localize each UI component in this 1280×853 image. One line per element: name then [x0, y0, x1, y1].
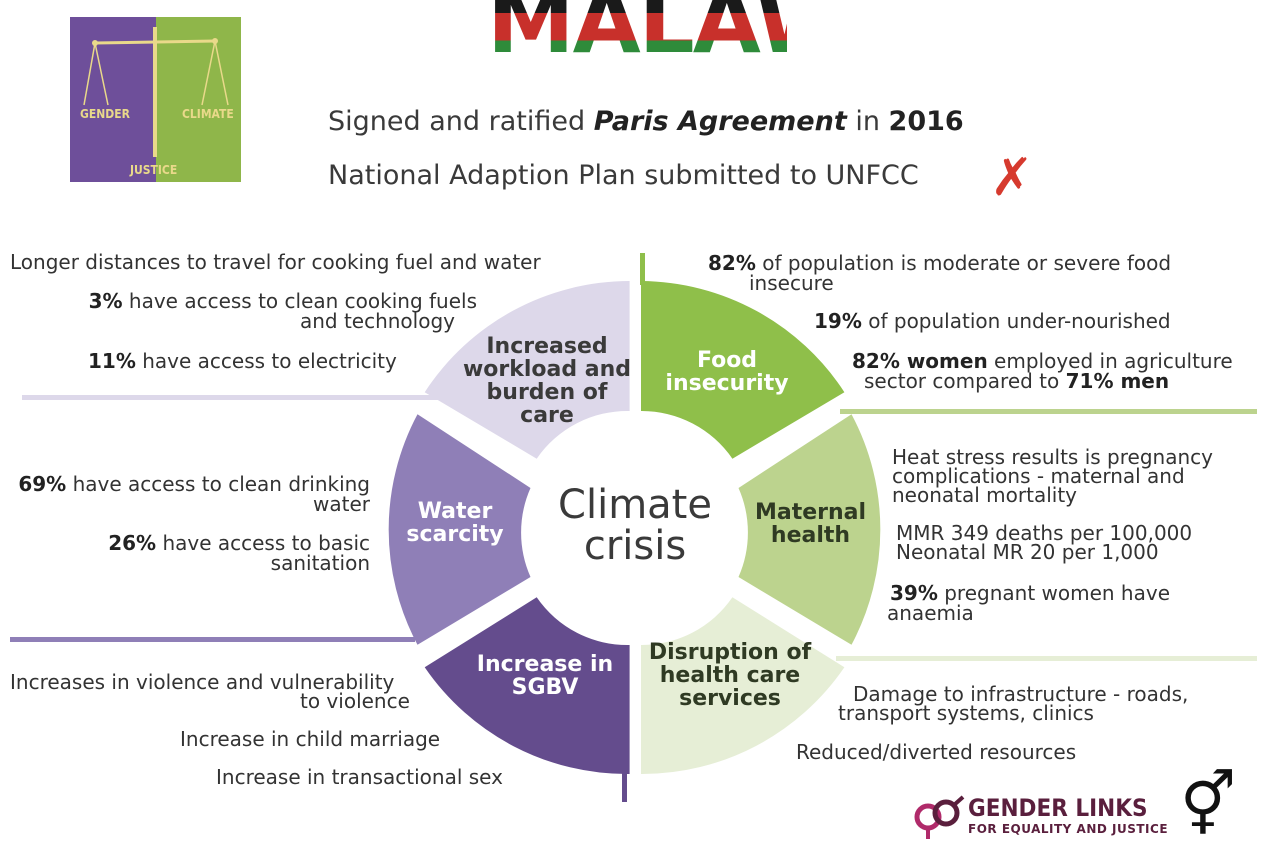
- sgbv-fact-2: Increase in child marriage: [180, 727, 441, 751]
- adaptation-plan-line: National Adaption Plan submitted to UNFC…: [328, 160, 919, 191]
- fact-text-cont: sanitation: [270, 551, 370, 575]
- paris-agreement-emphasis: Paris Agreement: [593, 106, 847, 137]
- agreement-year: 2016: [888, 106, 964, 137]
- gender-links-symbol-icon: [914, 795, 965, 839]
- fact-text: Increases in violence and vulnerability: [10, 670, 395, 694]
- divider-bottom: [622, 768, 627, 802]
- headline-text-mid: in: [846, 106, 889, 137]
- gender-climate-justice-logo: GENDER CLIMATE JUSTICE: [70, 17, 241, 182]
- fact-text: have access to clean cooking fuels: [122, 289, 477, 313]
- fact-text: Damage to infrastructure - roads,: [853, 682, 1189, 706]
- segment-label-food: Food insecurity: [665, 348, 789, 396]
- fact-text-cont: sector compared to: [864, 369, 1066, 393]
- workload-fact-3: 11% have access to electricity: [88, 351, 397, 371]
- fact-text: have access to clean drinking: [66, 472, 370, 496]
- divider-workload: [22, 395, 442, 400]
- water-fact-2: 26% have access to basic sanitation: [8, 533, 370, 573]
- fact-text: have access to electricity: [135, 349, 397, 373]
- stat-number: 82% women: [852, 349, 988, 373]
- water-fact-1: 69% have access to clean drinking water: [8, 474, 370, 514]
- stat-number: 19%: [814, 309, 862, 333]
- fact-text: of population under-nourished: [861, 309, 1171, 333]
- segment-maternal: [738, 414, 881, 645]
- country-title: MALAWI: [487, 0, 787, 68]
- maternal-fact-2: MMR 349 deaths per 100,000 Neonatal MR 2…: [896, 521, 1193, 564]
- center-label: Climate crisis: [535, 485, 735, 567]
- segment-label-maternal: Maternal health: [754, 500, 867, 548]
- sgbv-fact-1: Increases in violence and vulnerability …: [10, 670, 410, 713]
- fact-text-cont: Neonatal MR 20 per 1,000: [896, 540, 1159, 564]
- stat-number: 69%: [18, 472, 67, 496]
- food-fact-1: 82% of population is moderate or severe …: [708, 253, 1171, 293]
- scales-icon: [83, 27, 229, 157]
- fact-text: pregnant women have: [937, 581, 1171, 605]
- center-line-2: crisis: [583, 523, 687, 569]
- segment-label-workload: Increased workload and burden of care: [462, 334, 632, 428]
- workload-fact-2: 3% have access to clean cooking fuels an…: [20, 291, 477, 331]
- food-fact-3: 82% women employed in agriculture sector…: [852, 351, 1233, 391]
- stat-number: 11%: [88, 349, 136, 373]
- food-fact-2: 19% of population under-nourished: [814, 311, 1171, 331]
- gender-links-tagline: FOR EQUALITY AND JUSTICE: [968, 822, 1169, 836]
- fact-text-cont: transport systems, clinics: [838, 701, 1094, 725]
- divider-food: [840, 409, 1257, 414]
- headline-text: Signed and ratified: [328, 106, 594, 137]
- segment-label-health: Disruption of health care services: [648, 640, 812, 711]
- workload-fact-1: Longer distances to travel for cooking f…: [10, 250, 541, 274]
- logo-justice-text: JUSTICE: [130, 163, 178, 177]
- fact-text-cont: complications - maternal and: [892, 464, 1185, 488]
- maternal-fact-1: Heat stress results is pregnancy complic…: [892, 445, 1213, 507]
- fact-text: MMR 349 deaths per 100,000: [896, 521, 1193, 545]
- ngo-network-symbol-icon: ⚥: [1180, 768, 1236, 841]
- segment-workload: [424, 281, 630, 459]
- fact-text-cont: to violence: [300, 689, 410, 713]
- segment-label-sgbv: Increase in SGBV: [476, 652, 614, 700]
- cross-mark-icon: ✗: [990, 148, 1034, 208]
- divider-health: [836, 656, 1257, 661]
- sgbv-fact-3: Increase in transactional sex: [216, 765, 503, 789]
- stat-number: 3%: [88, 289, 123, 313]
- fact-text-cont: anaemia: [887, 601, 974, 625]
- gender-links-brand: GENDER LINKS: [968, 794, 1148, 822]
- center-line-1: Climate: [558, 482, 712, 528]
- divider-water: [10, 637, 415, 642]
- maternal-fact-3: 39% pregnant women have anaemia: [887, 581, 1171, 625]
- stat-number: 82%: [708, 251, 756, 275]
- segment-food: [641, 281, 845, 459]
- stat-number: 39%: [890, 581, 938, 605]
- segment-water: [388, 414, 531, 645]
- stat-number: 71% men: [1065, 369, 1170, 393]
- health-fact-1: Damage to infrastructure - roads, transp…: [838, 682, 1189, 725]
- fact-text-cont: water: [313, 492, 370, 516]
- logo-climate-text: CLIMATE: [182, 107, 234, 121]
- fact-text: employed in agriculture: [987, 349, 1233, 373]
- fact-text-cont: and technology: [299, 309, 455, 333]
- fact-text-cont: insecure: [749, 271, 834, 295]
- segment-health: [641, 597, 845, 775]
- paris-agreement-line: Signed and ratified Paris Agreement in 2…: [328, 106, 964, 137]
- divider-top: [640, 253, 645, 285]
- health-fact-2: Reduced/diverted resources: [796, 740, 1077, 764]
- fact-text: have access to basic: [156, 531, 370, 555]
- fact-text: of population is moderate or severe food: [755, 251, 1172, 275]
- segment-sgbv: [424, 597, 630, 775]
- fact-text: Heat stress results is pregnancy: [892, 445, 1213, 469]
- segment-label-water: Water scarcity: [406, 499, 504, 547]
- stat-number: 26%: [108, 531, 157, 555]
- logo-gender-text: GENDER: [80, 107, 130, 121]
- fact-text-cont: neonatal mortality: [892, 483, 1077, 507]
